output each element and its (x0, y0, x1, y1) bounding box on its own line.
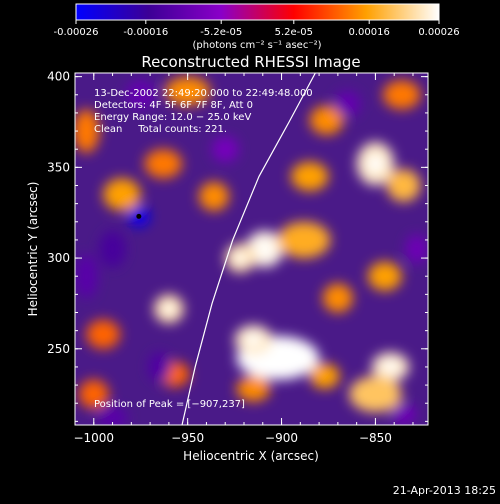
bright-source-core (381, 360, 399, 374)
colorbar: -0.00026 -0.00016 -5.2e-05 5.2e-05 0.00016 0.… (54, 3, 460, 51)
bright-source (86, 319, 121, 349)
dark-region (99, 230, 126, 268)
annotation-clean-counts: Clean Total counts: 221. (94, 124, 227, 135)
annotation-energy-range: Energy Range: 12.0 − 25.0 keV (94, 112, 251, 123)
x-axis-label: Heliocentric X (arcsec) (183, 449, 319, 463)
bright-source (367, 261, 402, 291)
annotation-time-range: 13-Dec-2002 22:49:20.000 to 22:49:48.000 (94, 88, 313, 99)
bright-source (103, 178, 141, 211)
bright-source-core (366, 153, 384, 174)
axis-ticks: −1000 −950 −900 −850 250 300 350 400 (47, 70, 428, 445)
colorbar-gradient (75, 3, 440, 21)
timestamp-label: 21-Apr-2013 18:25 (393, 484, 496, 497)
colorbar-ticks: -0.00026 -0.00016 -5.2e-05 5.2e-05 0.00016 0.… (54, 20, 460, 38)
annotation-detectors: Detectors: 4F 5F 6F 7F 8F, Att 0 (94, 100, 253, 111)
bright-source (75, 109, 100, 153)
dark-region (390, 403, 417, 425)
x-tick-label: −950 (171, 431, 204, 445)
x-tick-label: −900 (265, 431, 298, 445)
bright-source (198, 181, 229, 211)
colorbar-tick-label: -5.2e-05 (200, 27, 242, 38)
bright-source (309, 105, 344, 135)
bright-source (78, 379, 109, 409)
bright-source-core (259, 348, 297, 368)
y-tick-label: 300 (47, 251, 70, 265)
x-tick-label: −850 (359, 431, 392, 445)
dark-region (148, 352, 171, 382)
annotation-block: 13-Dec-2002 22:49:20.000 to 22:49:48.000… (94, 88, 313, 135)
colorbar-unit-label: (photons cm⁻² s⁻¹ asec⁻²) (192, 40, 321, 51)
bright-source-core (233, 251, 247, 265)
bright-source-core (244, 333, 262, 347)
bright-source (277, 221, 331, 259)
peak-position-label: Position of Peak = [−907,237] (94, 399, 245, 410)
heatmap (75, 73, 428, 425)
bright-source-core (256, 240, 274, 258)
solar-limb-curve (181, 73, 316, 425)
colorbar-tick-label: -0.00016 (123, 27, 168, 38)
bright-source (236, 376, 271, 402)
dark-region (97, 406, 128, 425)
dark-region (334, 91, 361, 117)
bright-source (349, 376, 402, 413)
colorbar-tick-label: 0.00016 (349, 27, 390, 38)
bright-source (290, 161, 329, 191)
chart-title: Reconstructed RHESSI Image (141, 53, 360, 71)
dark-region (125, 80, 156, 110)
dark-region (75, 254, 98, 298)
plot-frame (74, 72, 429, 426)
bright-source (144, 149, 183, 179)
bright-source (165, 76, 211, 106)
bright-source-core (162, 302, 176, 316)
y-tick-label: 350 (47, 160, 70, 174)
y-tick-label: 250 (47, 342, 70, 356)
y-tick-label: 400 (47, 70, 70, 84)
heatmap-sources (75, 76, 428, 425)
colorbar-tick-label: 0.00026 (418, 27, 459, 38)
bright-source (386, 169, 421, 202)
bright-source (382, 80, 421, 110)
dark-region (212, 136, 239, 162)
colorbar-tick-label: -0.00026 (54, 27, 99, 38)
x-tick-label: −1000 (73, 431, 114, 445)
colorbar-tick-label: 5.2e-05 (275, 27, 313, 38)
intensity-minimum-marker (136, 213, 142, 219)
bright-source (309, 363, 340, 389)
y-axis-label: Heliocentric Y (arcsec) (26, 182, 40, 317)
bright-source (322, 283, 353, 313)
dark-region (405, 234, 428, 264)
